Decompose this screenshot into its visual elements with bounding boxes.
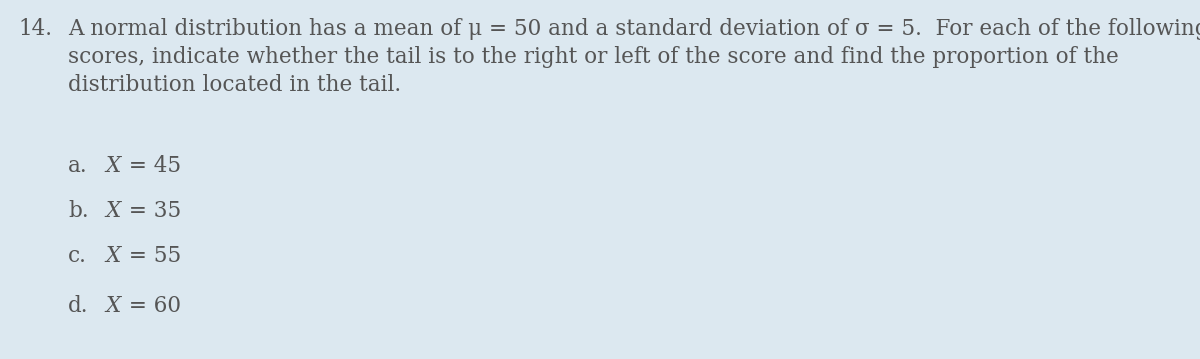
Text: a.: a. [68, 155, 88, 177]
Text: = 60: = 60 [122, 295, 181, 317]
Text: = 55: = 55 [122, 245, 181, 267]
Text: c.: c. [68, 245, 86, 267]
Text: d.: d. [68, 295, 89, 317]
Text: X: X [106, 295, 120, 317]
Text: 14.: 14. [18, 18, 52, 40]
Text: X: X [106, 200, 120, 222]
Text: scores, indicate whether the tail is to the right or left of the score and find : scores, indicate whether the tail is to … [68, 46, 1118, 68]
Text: distribution located in the tail.: distribution located in the tail. [68, 74, 401, 96]
Text: X: X [106, 245, 120, 267]
Text: A normal distribution has a mean of μ = 50 and a standard deviation of σ = 5.  F: A normal distribution has a mean of μ = … [68, 18, 1200, 40]
Text: X: X [106, 155, 120, 177]
Text: = 45: = 45 [122, 155, 181, 177]
Text: = 35: = 35 [122, 200, 181, 222]
Text: b.: b. [68, 200, 89, 222]
